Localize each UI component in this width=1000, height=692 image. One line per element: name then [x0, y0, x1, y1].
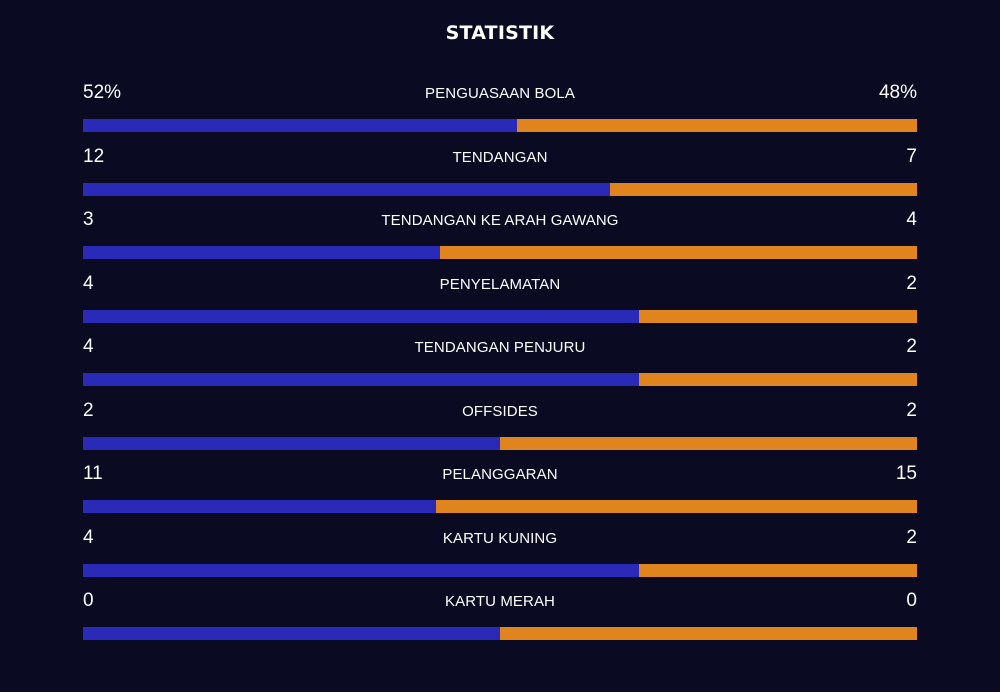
- away-bar-segment: [500, 627, 917, 640]
- away-bar-segment: [638, 563, 917, 577]
- stats-list: 52% PENGUASAAN BOLA 48% 12 TENDANGAN 7 3…: [83, 80, 917, 652]
- stat-label: KARTU MERAH: [444, 593, 555, 610]
- home-bar-segment: [83, 246, 441, 259]
- stat-row-shots: 12 TENDANGAN 7: [83, 144, 917, 208]
- home-bar-segment: [83, 182, 610, 196]
- stat-row-possession: 52% PENGUASAAN BOLA 48%: [83, 80, 917, 144]
- stat-label: PELANGGARAN: [442, 466, 558, 483]
- away-bar-segment: [440, 246, 917, 259]
- home-value: 52%: [83, 82, 122, 103]
- stat-row-red-cards: 0 KARTU MERAH 0: [83, 588, 917, 652]
- home-value: 0: [83, 590, 94, 611]
- home-bar-segment: [83, 373, 639, 386]
- comparison-bar: [83, 627, 917, 640]
- away-bar-segment: [609, 182, 917, 196]
- stat-row-saves: 4 PENYELAMATAN 2: [83, 271, 917, 335]
- section-title: STATISTIK: [445, 22, 555, 44]
- home-value: 4: [83, 526, 94, 548]
- home-bar-segment: [83, 563, 639, 577]
- stat-row-corners: 4 TENDANGAN PENJURU 2: [83, 334, 917, 398]
- stat-label: KARTU KUNING: [442, 529, 558, 547]
- comparison-bar: [83, 309, 917, 323]
- away-value: 2: [906, 272, 917, 294]
- comparison-bar: [83, 246, 917, 259]
- stat-label: OFFSIDES: [462, 402, 538, 420]
- away-bar-segment: [638, 309, 917, 323]
- stat-label: TENDANGAN PENJURU: [414, 339, 586, 356]
- stat-label: PENYELAMATAN: [439, 275, 561, 293]
- home-value: 12: [83, 145, 105, 167]
- stat-label: TENDANGAN KE ARAH GAWANG: [381, 212, 619, 229]
- stat-label: TENDANGAN: [452, 148, 548, 166]
- home-bar-segment: [83, 500, 436, 513]
- stat-row-fouls: 11 PELANGGARAN 15: [83, 461, 917, 525]
- home-value: 11: [83, 463, 103, 484]
- home-value: 4: [83, 272, 94, 294]
- home-bar-segment: [83, 309, 639, 323]
- away-value: 7: [906, 145, 917, 167]
- away-bar-segment: [516, 119, 917, 132]
- comparison-bar: [83, 119, 917, 132]
- away-bar-segment: [638, 373, 917, 386]
- home-bar-segment: [83, 627, 500, 640]
- comparison-bar: [83, 182, 917, 196]
- stat-row-offsides: 2 OFFSIDES 2: [83, 398, 917, 462]
- home-value: 2: [83, 399, 94, 421]
- comparison-bar: [83, 373, 917, 386]
- stat-row-shots-on-target: 3 TENDANGAN KE ARAH GAWANG 4: [83, 207, 917, 271]
- stat-label: PENGUASAAN BOLA: [425, 85, 575, 102]
- away-value: 0: [906, 590, 917, 611]
- away-value: 2: [906, 399, 917, 421]
- home-bar-segment: [83, 119, 517, 132]
- home-value: 4: [83, 336, 94, 357]
- away-bar-segment: [435, 500, 917, 513]
- away-value: 48%: [878, 82, 917, 103]
- away-value: 2: [906, 336, 917, 357]
- stat-row-yellow-cards: 4 KARTU KUNING 2: [83, 525, 917, 589]
- away-value: 4: [906, 209, 917, 230]
- home-value: 3: [83, 209, 94, 230]
- home-bar-segment: [83, 436, 500, 450]
- comparison-bar: [83, 500, 917, 513]
- away-value: 2: [906, 526, 917, 548]
- comparison-bar: [83, 563, 917, 577]
- away-value: 15: [895, 463, 917, 484]
- comparison-bar: [83, 436, 917, 450]
- away-bar-segment: [500, 436, 917, 450]
